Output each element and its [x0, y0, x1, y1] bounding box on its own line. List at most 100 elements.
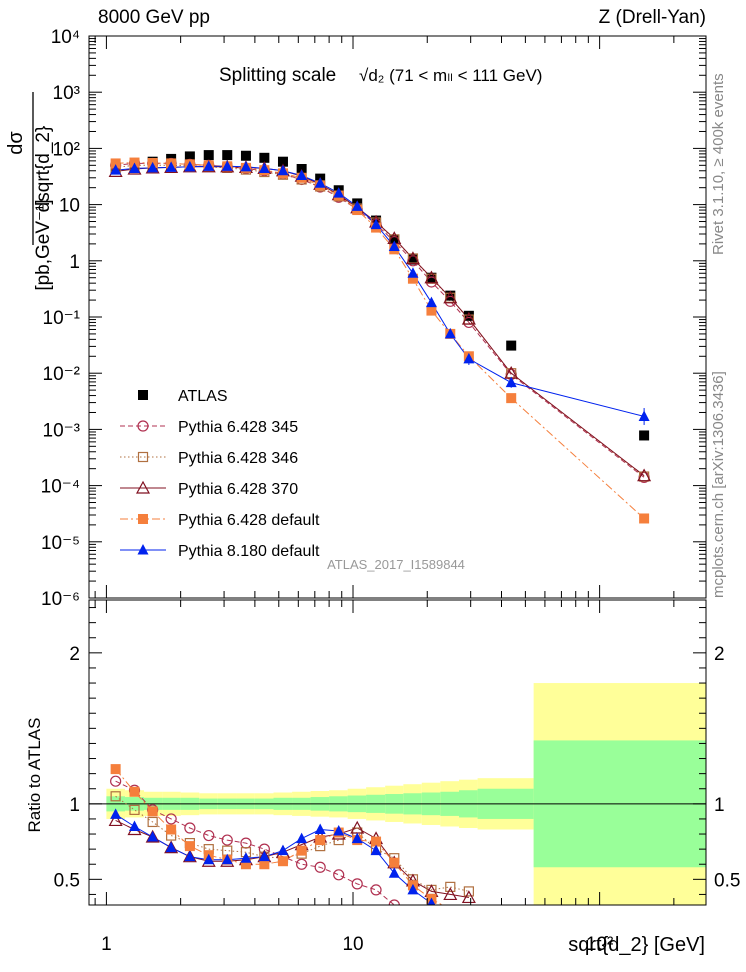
ratio-point-pydef [315, 835, 326, 846]
ratio-point-py8 [165, 841, 177, 853]
x-tick-label: 10² [586, 934, 613, 955]
data-point-atlas [407, 254, 418, 265]
ratio-point-py8 [129, 820, 141, 831]
legend: ATLAS Pythia 6.428 345 Pythia 6.428 346 Pyt… [120, 388, 320, 560]
data-point-py8 [165, 161, 177, 172]
ratio-point-pydef [147, 806, 158, 817]
data-point-pydef [426, 305, 437, 316]
data-point-py8 [505, 376, 517, 388]
data-point-py8 [147, 161, 159, 173]
ratio-point-py8 [258, 850, 270, 862]
y-tick-label: 2 [69, 644, 80, 665]
data-point-py8 [407, 267, 419, 278]
ratio-point-p345 [221, 834, 233, 846]
ratio-point-pydef [296, 845, 307, 856]
legend-label-pydef: Pythia 6.428 default [178, 512, 320, 529]
ratio-point-p370 [164, 840, 179, 854]
y-tick-label: 1 [69, 795, 80, 816]
data-point-atlas [426, 272, 437, 283]
data-point-atlas [259, 152, 270, 163]
ratio-point-py8 [314, 823, 326, 835]
data-point-py8 [638, 410, 650, 421]
ratio-point-py8 [370, 844, 382, 856]
data-point-py8 [351, 200, 363, 211]
ratio-point-p345 [333, 869, 345, 881]
data-point-pydef [639, 513, 650, 524]
ratio-point-py8 [110, 808, 122, 819]
y-tick-label-right: 1 [714, 795, 725, 816]
data-point-py8 [129, 162, 141, 173]
ratio-point-py8 [333, 825, 345, 836]
ratio-point-pydef [277, 856, 288, 867]
ratio-point-p346 [129, 804, 140, 815]
data-point-atlas [203, 150, 214, 161]
legend-label-atlas: ATLAS [178, 388, 228, 405]
data-point-atlas [222, 150, 233, 161]
y-tick-label: 10⁻² [43, 364, 81, 385]
ratio-point-p345 [370, 884, 382, 896]
ratio-point-p345 [165, 813, 177, 825]
data-point-py8 [277, 164, 289, 176]
y-tick-label: 10⁻⁵ [41, 533, 80, 554]
ratio-point-py8 [277, 844, 289, 856]
y-tick-label: 10 [59, 196, 80, 217]
y-tick-label: 10⁻³ [43, 420, 81, 441]
ratio-point-pydef [371, 836, 382, 847]
data-point-py8 [388, 240, 400, 251]
ratio-point-pydef [240, 859, 251, 870]
y-tick-label: 10³ [53, 83, 80, 104]
data-point-py8 [258, 162, 270, 173]
ratio-point-py8 [184, 850, 196, 862]
legend-marker-p370 [135, 480, 151, 494]
data-point-p370 [405, 251, 420, 265]
data-point-p370 [443, 290, 458, 304]
legend-label-py8: Pythia 8.180 default [178, 543, 320, 560]
data-point-py8 [444, 327, 456, 339]
ratio-point-p370 [108, 813, 123, 827]
ratio-point-pydef [166, 824, 177, 835]
legend-label-p345: Pythia 6.428 345 [178, 419, 298, 436]
ratio-point-p345 [351, 878, 363, 890]
y-tick-label: 1 [69, 252, 80, 273]
data-point-atlas [445, 290, 456, 301]
plot-title-formula: √d₂ (71 < mₗₗ < 111 GeV) [359, 66, 542, 85]
x-axis-label: sqrt{d_2} [GeV] [568, 934, 705, 956]
ratio-point-pydef [184, 841, 195, 852]
data-point-atlas [389, 234, 400, 245]
x-tick-label: 10 [342, 934, 363, 955]
data-point-py8 [463, 352, 475, 364]
legend-label-p370: Pythia 6.428 370 [178, 481, 298, 498]
ratio-panel: 1 10 10² 0.5 0.5 1 1 2 2 Ratio to ATLAS sqrt{d_2… [25, 599, 740, 956]
data-point-py8 [370, 218, 382, 230]
ratio-point-p370 [182, 849, 197, 863]
ratio-point-p370 [461, 890, 476, 904]
ratio-line-p345 [115, 780, 396, 905]
ratio-point-py8 [221, 853, 233, 865]
ratio-point-p345 [388, 899, 400, 905]
y-tick-label-right: 2 [714, 644, 725, 665]
ylabel-denominator: dsqrt{d_2} [33, 126, 54, 213]
ratio-frame [88, 599, 707, 906]
ratio-point-py8 [240, 852, 252, 863]
legend-marker-py8 [137, 544, 149, 555]
ratio-point-py8 [203, 853, 215, 865]
legend-marker-pydef [138, 514, 148, 524]
main-y-axis-label: dσ dsqrt{d_2} [pb,GeV⁻¹] [5, 92, 54, 291]
ylabel-numerator: dσ [5, 131, 27, 155]
data-point-pydef [110, 158, 121, 169]
ratio-point-p346 [110, 791, 121, 802]
data-point-atlas [184, 151, 195, 162]
ratio-point-p346 [147, 816, 158, 828]
data-point-atlas [506, 340, 517, 351]
data-point-pydef [407, 273, 418, 284]
ratio-point-pydef [110, 764, 121, 775]
data-point-atlas [240, 150, 251, 161]
ratio-point-p345 [110, 775, 122, 787]
ratio-point-py8 [427, 897, 436, 905]
data-point-py8 [314, 177, 326, 188]
ratio-point-p346 [463, 886, 474, 897]
header-left: 8000 GeV pp [98, 7, 210, 28]
plot-title: Splitting scale √d₂ (71 < mₗₗ < 111 GeV) [219, 65, 542, 86]
data-point-py8 [240, 160, 252, 172]
data-point-py8 [425, 296, 437, 308]
